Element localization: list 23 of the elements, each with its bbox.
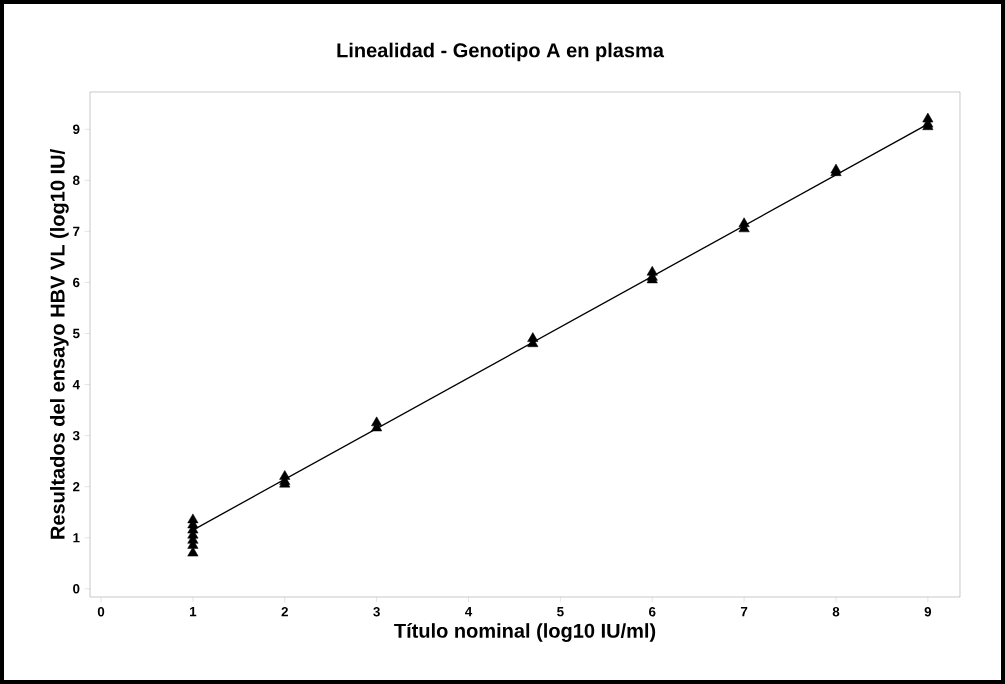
y-tick-label: 3 (72, 430, 80, 441)
y-tick-label: 5 (72, 328, 80, 339)
x-axis-title: Título nominal (log10 IU/ml) (394, 622, 656, 642)
y-axis-title: Resultados del ensayo HBV VL (log10 IU/ (50, 149, 69, 539)
y-tick-label: 7 (73, 226, 80, 236)
x-tick-label: 5 (557, 607, 564, 617)
x-tick-label: 7 (740, 607, 748, 617)
y-tick-label: 4 (72, 379, 80, 390)
x-tick-label: 2 (281, 607, 288, 617)
chart-title: Linealidad - Genotipo A en plasma (337, 42, 665, 62)
y-tick-label: 1 (73, 533, 80, 543)
x-tick-label: 9 (924, 607, 932, 617)
x-tick-label: 8 (832, 607, 840, 617)
y-tick-label: 2 (73, 482, 80, 492)
x-tick-label: 3 (373, 607, 380, 617)
x-tick-label: 0 (97, 607, 105, 617)
x-tick-label: 1 (190, 607, 197, 617)
y-tick-label: 8 (72, 175, 80, 186)
x-tick-label: 4 (465, 607, 473, 617)
x-tick-label: 6 (649, 607, 656, 617)
y-tick-label: 9 (73, 124, 80, 134)
y-tick-label: 6 (73, 277, 80, 288)
y-tick-label: 0 (73, 584, 80, 594)
